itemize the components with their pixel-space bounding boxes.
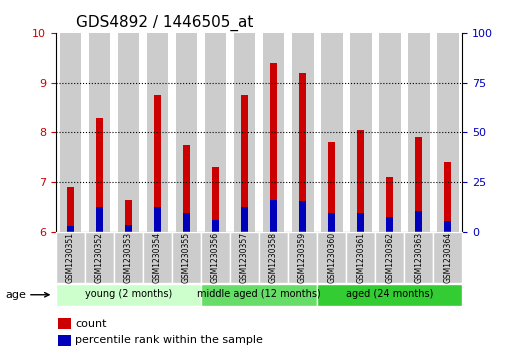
Bar xyxy=(263,33,284,232)
Bar xyxy=(415,138,422,232)
FancyBboxPatch shape xyxy=(230,232,259,283)
Text: GDS4892 / 1446505_at: GDS4892 / 1446505_at xyxy=(76,15,253,31)
Text: middle aged (12 months): middle aged (12 months) xyxy=(197,289,321,299)
FancyBboxPatch shape xyxy=(433,232,462,283)
Bar xyxy=(357,130,364,232)
Bar xyxy=(444,221,452,232)
Text: GSM1230363: GSM1230363 xyxy=(414,232,423,283)
Bar xyxy=(176,33,198,232)
FancyBboxPatch shape xyxy=(317,284,462,306)
Bar xyxy=(386,178,393,232)
Bar xyxy=(67,227,74,232)
Bar xyxy=(154,95,161,232)
Text: GSM1230355: GSM1230355 xyxy=(182,232,191,283)
Text: GSM1230360: GSM1230360 xyxy=(327,232,336,283)
Bar xyxy=(241,95,248,232)
Bar xyxy=(299,201,306,232)
Bar xyxy=(328,213,335,232)
Bar xyxy=(183,213,190,232)
Bar xyxy=(212,167,219,232)
FancyBboxPatch shape xyxy=(404,232,433,283)
Text: GSM1230351: GSM1230351 xyxy=(66,232,75,283)
Text: GSM1230364: GSM1230364 xyxy=(443,232,452,283)
FancyBboxPatch shape xyxy=(346,232,375,283)
FancyBboxPatch shape xyxy=(375,232,404,283)
Bar xyxy=(299,73,306,232)
Bar xyxy=(357,213,364,232)
Bar xyxy=(205,33,227,232)
Bar xyxy=(125,200,132,232)
Bar xyxy=(125,225,132,232)
Text: aged (24 months): aged (24 months) xyxy=(346,289,433,299)
Bar xyxy=(147,33,168,232)
Bar xyxy=(154,207,161,232)
Bar xyxy=(183,145,190,232)
Bar xyxy=(241,207,248,232)
Bar xyxy=(328,143,335,232)
Bar xyxy=(415,211,422,232)
FancyBboxPatch shape xyxy=(288,232,317,283)
FancyBboxPatch shape xyxy=(56,284,201,306)
FancyBboxPatch shape xyxy=(317,232,346,283)
Text: GSM1230354: GSM1230354 xyxy=(153,232,162,283)
FancyBboxPatch shape xyxy=(259,232,288,283)
Bar xyxy=(386,217,393,232)
Text: percentile rank within the sample: percentile rank within the sample xyxy=(75,335,263,346)
FancyBboxPatch shape xyxy=(114,232,143,283)
Bar xyxy=(67,187,74,232)
Text: count: count xyxy=(75,319,107,329)
Bar xyxy=(96,118,103,232)
Bar xyxy=(444,163,452,232)
Text: age: age xyxy=(5,290,26,300)
Bar xyxy=(96,207,103,232)
Bar xyxy=(321,33,342,232)
Text: GSM1230359: GSM1230359 xyxy=(298,232,307,283)
Text: GSM1230356: GSM1230356 xyxy=(211,232,220,283)
Bar xyxy=(117,33,139,232)
Text: young (2 months): young (2 months) xyxy=(85,289,172,299)
Bar xyxy=(292,33,313,232)
Bar xyxy=(270,200,277,232)
Text: GSM1230353: GSM1230353 xyxy=(124,232,133,283)
FancyBboxPatch shape xyxy=(201,232,230,283)
Bar xyxy=(59,33,81,232)
Text: GSM1230362: GSM1230362 xyxy=(385,232,394,283)
Text: GSM1230357: GSM1230357 xyxy=(240,232,249,283)
FancyBboxPatch shape xyxy=(143,232,172,283)
Bar xyxy=(212,220,219,232)
Bar xyxy=(408,33,430,232)
Bar xyxy=(88,33,110,232)
FancyBboxPatch shape xyxy=(201,284,317,306)
Bar xyxy=(437,33,459,232)
Text: GSM1230361: GSM1230361 xyxy=(356,232,365,283)
Bar xyxy=(379,33,401,232)
Bar xyxy=(270,62,277,232)
Text: GSM1230352: GSM1230352 xyxy=(95,232,104,283)
Text: GSM1230358: GSM1230358 xyxy=(269,232,278,283)
Bar xyxy=(350,33,371,232)
Bar xyxy=(234,33,256,232)
FancyBboxPatch shape xyxy=(56,232,85,283)
FancyBboxPatch shape xyxy=(172,232,201,283)
FancyBboxPatch shape xyxy=(85,232,114,283)
